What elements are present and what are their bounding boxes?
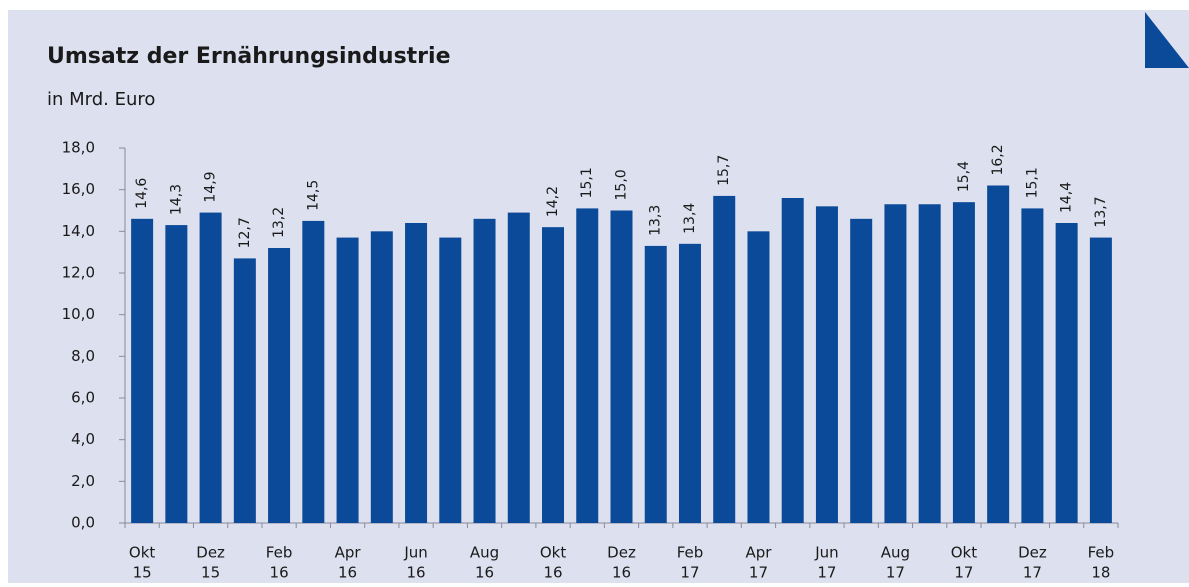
x-tick-label: Dez — [607, 544, 636, 562]
x-tick-label: 16 — [338, 564, 357, 582]
x-tick-label: Feb — [266, 544, 293, 562]
bar — [370, 231, 393, 524]
y-tick-label: 16,0 — [62, 180, 95, 198]
y-tick-label: 12,0 — [62, 264, 95, 282]
value-label: 14,2 — [545, 186, 561, 217]
bar — [781, 198, 804, 523]
y-tick-label: 4,0 — [71, 430, 95, 448]
bar — [1021, 208, 1044, 523]
value-label: 15,1 — [579, 167, 595, 198]
y-tick-label: 0,0 — [71, 514, 95, 532]
x-tick-label: Jun — [403, 544, 427, 562]
y-tick-label: 18,0 — [62, 139, 95, 157]
value-label: 13,4 — [682, 203, 698, 234]
y-tick-label: 14,0 — [62, 222, 95, 240]
bar — [747, 231, 770, 524]
bar — [576, 208, 599, 523]
value-label: 12,7 — [237, 217, 253, 248]
value-label: 16,2 — [990, 144, 1006, 175]
x-tick-label: 17 — [1023, 564, 1042, 582]
value-label: 14,3 — [168, 184, 184, 215]
x-tick-label: 16 — [612, 564, 631, 582]
x-tick-label: Jun — [814, 544, 838, 562]
bar — [268, 248, 291, 523]
bar — [542, 227, 565, 523]
bar — [987, 185, 1010, 523]
x-tick-label: Okt — [129, 544, 155, 562]
x-tick-label: Feb — [1088, 544, 1115, 562]
x-tick-label: 15 — [201, 564, 220, 582]
x-tick-label: Dez — [1018, 544, 1047, 562]
bar — [473, 218, 496, 524]
bar — [952, 202, 975, 523]
bar — [131, 218, 154, 524]
x-tick-label: Okt — [951, 544, 977, 562]
x-tick-label: Aug — [470, 544, 499, 562]
x-tick-label: 18 — [1091, 564, 1110, 582]
value-label: 14,5 — [305, 180, 321, 211]
value-label: 15,0 — [614, 169, 630, 200]
value-label: 14,6 — [134, 178, 150, 209]
bar — [439, 237, 462, 524]
bar — [199, 212, 222, 524]
x-tick-label: Apr — [745, 544, 772, 562]
bar — [165, 225, 188, 524]
x-tick-label: Aug — [881, 544, 910, 562]
x-tick-label: 16 — [475, 564, 494, 582]
value-label: 15,4 — [956, 161, 972, 192]
x-tick-label: Apr — [335, 544, 362, 562]
x-tick-label: Okt — [540, 544, 566, 562]
bar — [302, 220, 325, 523]
y-tick-label: 8,0 — [71, 347, 95, 365]
x-tick-label: Dez — [196, 544, 225, 562]
value-label: 15,1 — [1024, 167, 1040, 198]
x-tick-label: 17 — [680, 564, 699, 582]
bar — [1089, 237, 1112, 524]
bar — [1055, 223, 1078, 523]
bar — [405, 223, 428, 523]
value-label: 13,3 — [648, 205, 664, 236]
chart-subtitle: in Mrd. Euro — [47, 89, 155, 110]
x-tick-label: 16 — [543, 564, 562, 582]
corner-mark — [1145, 12, 1189, 68]
bar — [610, 210, 633, 523]
x-tick-label: 16 — [270, 564, 289, 582]
bar — [507, 212, 530, 524]
bar — [678, 243, 701, 524]
value-label: 15,7 — [716, 155, 732, 186]
y-tick-label: 2,0 — [71, 472, 95, 490]
bar — [713, 195, 736, 523]
x-tick-label: 17 — [817, 564, 836, 582]
chart-title: Umsatz der Ernährungsindustrie — [47, 44, 451, 69]
y-tick-label: 10,0 — [62, 305, 95, 323]
x-tick-label: 16 — [407, 564, 426, 582]
bar — [850, 218, 873, 524]
bar — [815, 206, 838, 524]
value-label: 13,2 — [271, 207, 287, 238]
value-label: 13,7 — [1093, 196, 1109, 227]
bar — [233, 258, 256, 523]
bar — [918, 204, 941, 523]
x-tick-label: 17 — [954, 564, 973, 582]
y-tick-label: 6,0 — [71, 389, 95, 407]
x-tick-label: 17 — [886, 564, 905, 582]
bar — [644, 245, 667, 523]
x-tick-label: 15 — [133, 564, 152, 582]
bar — [336, 237, 359, 524]
value-label: 14,9 — [203, 171, 219, 202]
value-label: 14,4 — [1059, 182, 1075, 213]
x-tick-label: Feb — [677, 544, 704, 562]
x-tick-label: 17 — [749, 564, 768, 582]
bar — [884, 204, 907, 523]
